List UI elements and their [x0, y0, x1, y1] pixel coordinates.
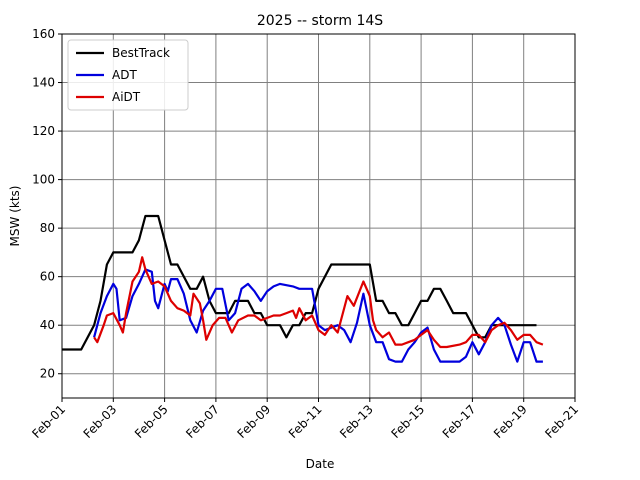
- series-layer: [62, 214, 544, 363]
- x-tick-label: Feb-01: [29, 402, 68, 441]
- y-axis: 20 40 60 80 100 120 140 160: [32, 27, 62, 381]
- series-line-adt: [93, 268, 543, 363]
- x-tick-label: Feb-03: [81, 402, 120, 441]
- y-tick-label: 140: [32, 76, 55, 90]
- x-tick-label: Feb-19: [491, 402, 530, 441]
- series-line-aidt: [93, 256, 544, 349]
- x-tick-label: Feb-07: [183, 402, 222, 441]
- legend-label: ADT: [112, 68, 137, 82]
- legend-box: [67, 39, 189, 111]
- legend: BestTrack ADT AiDT: [67, 39, 189, 111]
- y-tick-label: 100: [32, 173, 55, 187]
- x-tick-label: Feb-15: [388, 402, 427, 441]
- x-tick-label: Feb-17: [440, 402, 479, 441]
- series-line-besttrack: [62, 214, 537, 351]
- legend-label: BestTrack: [112, 46, 170, 60]
- y-tick-label: 40: [40, 318, 55, 332]
- chart-title: 2025 -- storm 14S: [257, 13, 383, 29]
- y-tick-label: 60: [40, 270, 55, 284]
- x-axis: Feb-01 Feb-03 Feb-05 Feb-07 Feb-09 Feb-11 Feb-…: [29, 398, 581, 441]
- legend-label: AiDT: [112, 90, 141, 104]
- x-tick-label: Feb-05: [132, 402, 171, 441]
- x-tick-label: Feb-13: [337, 402, 376, 441]
- y-tick-label: 80: [40, 221, 55, 235]
- y-axis-label: MSW (kts): [8, 186, 22, 247]
- x-tick-label: Feb-09: [235, 402, 274, 441]
- x-tick-label: Feb-11: [286, 402, 325, 441]
- x-axis-label: Date: [306, 457, 335, 471]
- y-tick-label: 120: [32, 124, 55, 138]
- y-tick-label: 20: [40, 367, 55, 381]
- y-tick-label: 160: [32, 27, 55, 41]
- x-tick-label: Feb-21: [542, 402, 581, 441]
